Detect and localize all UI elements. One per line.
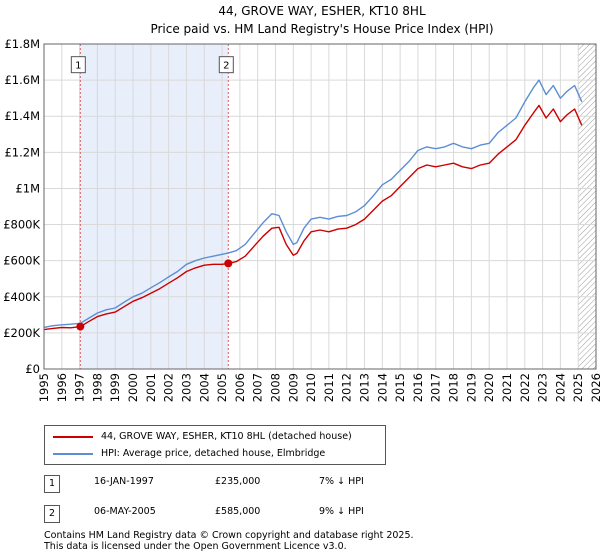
legend-label-hpi: HPI: Average price, detached house, Elmb… — [101, 448, 326, 459]
transaction-hpi-diff-1: 7% ↓ HPI — [319, 476, 364, 487]
y-tick-label-9: £1.8M — [4, 37, 40, 51]
plot-frame — [43, 43, 597, 370]
x-tick-label-2018: 2018 — [447, 373, 461, 402]
transaction-point-2 — [224, 259, 233, 268]
x-tick-label-2022: 2022 — [518, 373, 532, 402]
x-tick-label-2021: 2021 — [500, 373, 514, 402]
x-tick-label-2019: 2019 — [464, 373, 478, 402]
chart-marker-label-1: 1 — [75, 61, 81, 72]
chart-title: 44, GROVE WAY, ESHER, KT10 8HL — [218, 4, 426, 18]
series-line-hpi — [44, 79, 583, 329]
x-tick-label-2012: 2012 — [340, 373, 354, 402]
legend: 44, GROVE WAY, ESHER, KT10 8HL (detached… — [44, 425, 386, 465]
transaction-price-1: £235,000 — [215, 476, 261, 487]
transaction-point-1 — [76, 322, 85, 331]
x-tick-label-2026: 2026 — [589, 373, 600, 402]
x-tick-label-2020: 2020 — [482, 373, 496, 402]
transaction-marker-1: 1 — [44, 475, 60, 493]
x-tick-label-1997: 1997 — [73, 373, 87, 402]
x-tick-label-2017: 2017 — [429, 373, 443, 402]
x-tick-label-2024: 2024 — [553, 373, 567, 402]
transaction-marker-2: 2 — [44, 505, 60, 523]
y-tick-label-7: £1.4M — [4, 109, 40, 123]
x-tick-label-2011: 2011 — [322, 373, 336, 402]
footer-licence: This data is licensed under the Open Gov… — [44, 541, 347, 552]
transaction-hpi-diff-2: 9% ↓ HPI — [319, 506, 364, 517]
ownership-shading — [80, 44, 229, 369]
x-tick-label-2015: 2015 — [393, 373, 407, 402]
x-tick-label-2002: 2002 — [162, 373, 176, 402]
y-tick-label-8: £1.6M — [4, 73, 40, 87]
x-tick-label-2008: 2008 — [268, 373, 282, 402]
legend-swatch-hpi — [53, 453, 93, 455]
chart-marker-box-2 — [218, 56, 234, 74]
series-line-property — [44, 104, 583, 331]
x-tick-label-2001: 2001 — [144, 373, 158, 402]
x-tick-label-2014: 2014 — [375, 373, 389, 402]
y-tick-label-4: £800K — [3, 218, 40, 232]
legend-label-property: 44, GROVE WAY, ESHER, KT10 8HL (detached… — [101, 431, 352, 442]
transaction-date-2: 06-MAY-2005 — [94, 506, 156, 517]
y-tick-label-2: £400K — [3, 290, 40, 304]
legend-swatch-property — [53, 436, 93, 438]
x-tick-label-2006: 2006 — [233, 373, 247, 402]
forecast-hatch — [578, 44, 596, 369]
x-tick-label-2000: 2000 — [126, 373, 140, 402]
chart-marker-label-2: 2 — [223, 61, 229, 72]
y-tick-label-1: £200K — [3, 326, 40, 340]
chart-subtitle: Price paid vs. HM Land Registry's House … — [150, 22, 493, 36]
y-tick-label-5: £1M — [15, 181, 40, 195]
footer: Contains HM Land Registry data © Crown c… — [44, 530, 414, 552]
x-tick-label-2010: 2010 — [304, 373, 318, 402]
x-tick-label-2013: 2013 — [358, 373, 372, 402]
x-tick-label-1999: 1999 — [108, 373, 122, 402]
x-tick-label-2003: 2003 — [179, 373, 193, 402]
x-tick-label-2004: 2004 — [197, 373, 211, 402]
transaction-price-2: £585,000 — [215, 506, 261, 517]
footer-copyright: Contains HM Land Registry data © Crown c… — [44, 530, 414, 541]
y-tick-label-0: £0 — [25, 362, 40, 376]
x-tick-label-2005: 2005 — [215, 373, 229, 402]
x-tick-label-1998: 1998 — [90, 373, 104, 402]
x-tick-label-2016: 2016 — [411, 373, 425, 402]
x-tick-label-2007: 2007 — [251, 373, 265, 402]
x-tick-label-1995: 1995 — [37, 373, 51, 402]
transaction-date-1: 16-JAN-1997 — [94, 476, 154, 487]
price-chart: 44, GROVE WAY, ESHER, KT10 8HL Price pai… — [3, 4, 600, 402]
x-tick-label-2009: 2009 — [286, 373, 300, 402]
x-tick-label-2025: 2025 — [571, 373, 585, 402]
y-tick-label-6: £1.2M — [4, 145, 40, 159]
x-tick-label-1996: 1996 — [55, 373, 69, 402]
y-tick-label-3: £600K — [3, 254, 40, 268]
chart-marker-box-1 — [70, 56, 86, 74]
x-tick-label-2023: 2023 — [536, 373, 550, 402]
